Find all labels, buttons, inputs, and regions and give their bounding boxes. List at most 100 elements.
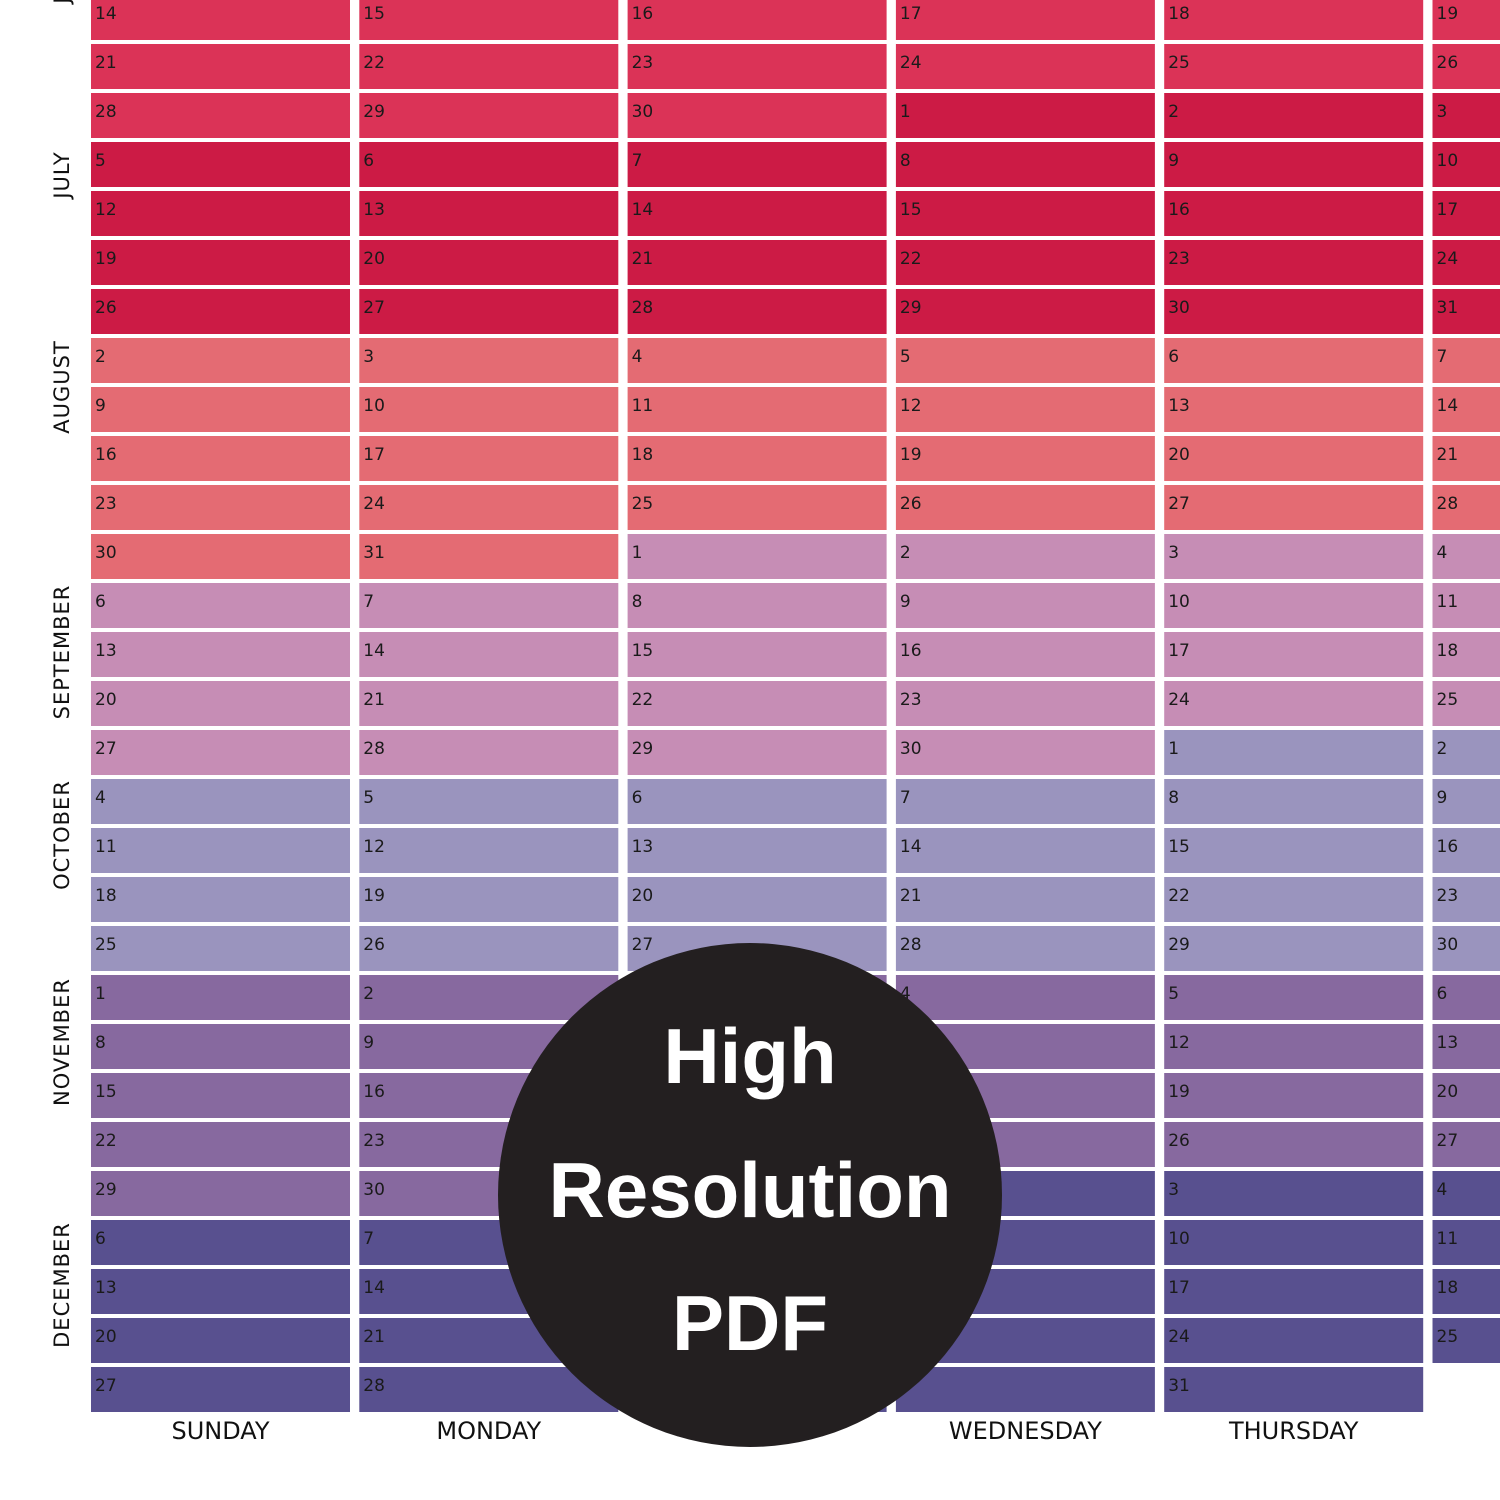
day-cell — [359, 93, 619, 138]
day-cell — [91, 1122, 350, 1167]
day-number: 30 — [900, 739, 922, 759]
day-cell — [627, 289, 887, 334]
day-number: 6 — [1437, 984, 1448, 1004]
day-number: 19 — [1437, 4, 1459, 24]
badge-circle — [498, 943, 1002, 1447]
day-cell — [91, 44, 350, 89]
day-number: 10 — [363, 396, 385, 416]
day-cell — [627, 93, 887, 138]
day-number: 22 — [95, 1131, 117, 1151]
day-cell — [1164, 877, 1424, 922]
month-label: AUGUST — [50, 340, 74, 434]
day-number: 3 — [1168, 1180, 1179, 1200]
day-number: 21 — [1437, 445, 1459, 465]
day-cell — [359, 142, 619, 187]
day-number: 23 — [900, 690, 922, 710]
day-number: 15 — [900, 200, 922, 220]
day-number: 28 — [363, 1376, 385, 1396]
day-number: 10 — [1168, 592, 1190, 612]
day-number: 23 — [95, 494, 117, 514]
day-number: 12 — [95, 200, 117, 220]
day-cell — [895, 44, 1155, 89]
day-number: 3 — [363, 347, 374, 367]
day-number: 2 — [1168, 102, 1179, 122]
day-cell — [91, 93, 350, 138]
day-number: 6 — [95, 592, 106, 612]
day-cell — [1164, 1122, 1424, 1167]
day-number: 5 — [900, 347, 911, 367]
day-cell — [359, 730, 619, 775]
day-cell — [1164, 1318, 1424, 1363]
day-number: 14 — [632, 200, 654, 220]
day-cell — [1432, 1220, 1500, 1265]
day-cell — [895, 534, 1155, 579]
day-number: 26 — [1168, 1131, 1190, 1151]
day-number: 9 — [95, 396, 106, 416]
day-number: 14 — [363, 641, 385, 661]
day-cell — [1164, 1220, 1424, 1265]
day-cell — [1432, 1269, 1500, 1314]
day-number: 16 — [632, 4, 654, 24]
day-cell — [359, 779, 619, 824]
day-cell — [1164, 338, 1424, 383]
day-number: 13 — [95, 1278, 117, 1298]
day-cell — [627, 44, 887, 89]
day-cell — [1164, 975, 1424, 1020]
day-number: 21 — [900, 886, 922, 906]
day-number: 31 — [363, 543, 385, 563]
day-number: 25 — [632, 494, 654, 514]
day-cell — [91, 877, 350, 922]
day-number: 16 — [1437, 837, 1459, 857]
day-cell — [91, 534, 350, 579]
day-number: 20 — [363, 249, 385, 269]
day-cell — [359, 485, 619, 530]
month-label: DECEMBER — [50, 1222, 74, 1348]
day-number: 29 — [900, 298, 922, 318]
day-number: 18 — [1437, 1278, 1459, 1298]
day-number: 16 — [95, 445, 117, 465]
day-cell — [1432, 1171, 1500, 1216]
day-cell — [359, 0, 619, 40]
day-cell — [1432, 632, 1500, 677]
day-number: 2 — [95, 347, 106, 367]
day-cell — [359, 191, 619, 236]
day-number: 6 — [632, 788, 643, 808]
day-cell — [91, 436, 350, 481]
day-cell — [627, 485, 887, 530]
day-number: 9 — [363, 1033, 374, 1053]
day-cell — [1432, 44, 1500, 89]
day-number: 17 — [363, 445, 385, 465]
day-number: 8 — [1168, 788, 1179, 808]
day-number: 24 — [1437, 249, 1459, 269]
day-cell — [627, 142, 887, 187]
day-number: 10 — [1168, 1229, 1190, 1249]
weekday-label: WEDNESDAY — [949, 1417, 1102, 1445]
day-cell — [1164, 142, 1424, 187]
day-number: 26 — [363, 935, 385, 955]
day-number: 7 — [363, 1229, 374, 1249]
day-number: 20 — [1437, 1082, 1459, 1102]
day-number: 23 — [1437, 886, 1459, 906]
day-cell — [91, 1367, 350, 1412]
badge: High Resolution PDF — [498, 943, 1002, 1447]
day-cell — [91, 926, 350, 971]
day-number: 11 — [632, 396, 654, 416]
day-number: 19 — [900, 445, 922, 465]
day-number: 19 — [95, 249, 117, 269]
day-number: 16 — [1168, 200, 1190, 220]
day-number: 27 — [632, 935, 654, 955]
day-cell — [627, 681, 887, 726]
day-number: 4 — [1437, 543, 1448, 563]
day-number: 30 — [632, 102, 654, 122]
day-number: 16 — [363, 1082, 385, 1102]
day-number: 2 — [1437, 739, 1448, 759]
day-cell — [1164, 583, 1424, 628]
day-cell — [91, 338, 350, 383]
day-cell — [1432, 1024, 1500, 1069]
day-number: 4 — [900, 984, 911, 1004]
day-cell — [1164, 485, 1424, 530]
day-number: 9 — [1168, 151, 1179, 171]
day-number: 4 — [632, 347, 643, 367]
day-cell — [91, 191, 350, 236]
day-cell — [1432, 779, 1500, 824]
